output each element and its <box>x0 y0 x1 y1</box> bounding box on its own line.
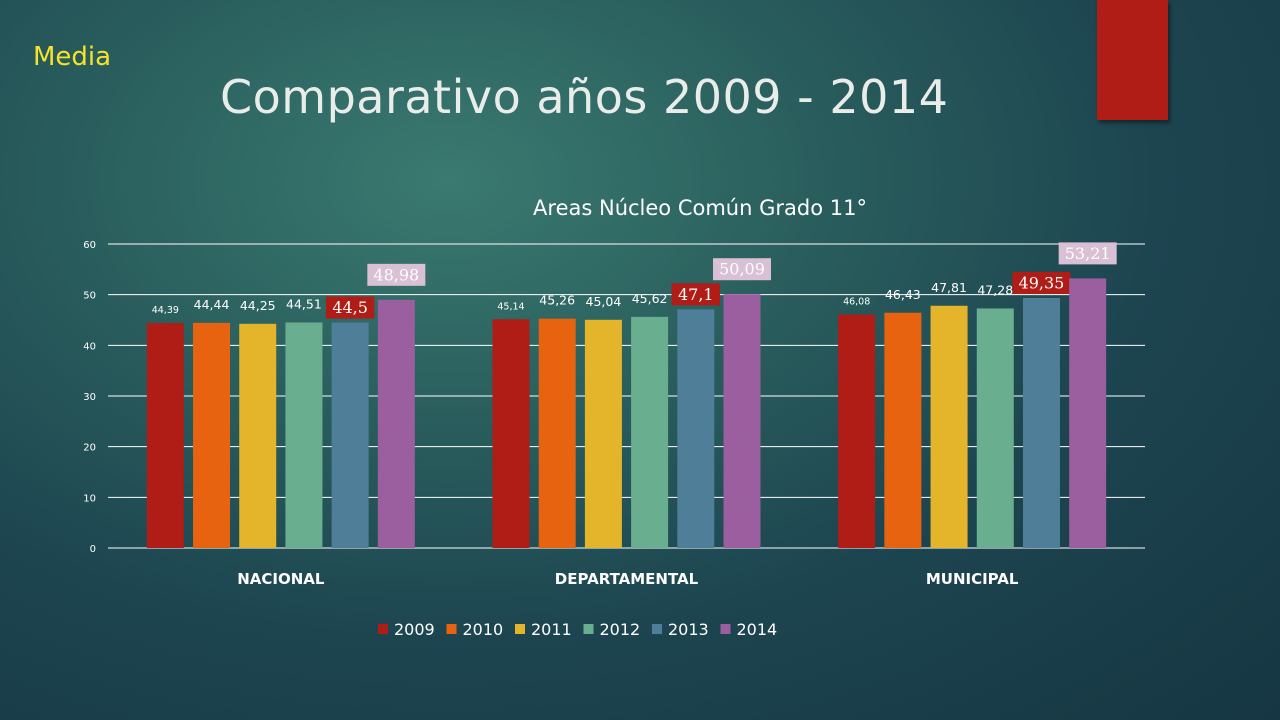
bar-municipal-2009 <box>838 314 876 548</box>
x-category-label: DEPARTAMENTAL <box>555 570 699 588</box>
data-label-box <box>1012 271 1071 294</box>
data-label: 44,25 <box>240 298 276 313</box>
bar-municipal-2014 <box>1069 278 1107 548</box>
data-label: 47,1 <box>678 285 714 304</box>
legend-swatch-2012 <box>583 624 594 634</box>
data-label: 47,28 <box>977 282 1013 297</box>
x-category-label: MUNICIPAL <box>926 570 1019 588</box>
data-label-box <box>367 263 426 286</box>
y-tick-label: 40 <box>83 341 96 352</box>
bar-departamental-2013 <box>677 309 715 548</box>
legend-label: 2010 <box>463 620 504 639</box>
data-label: 45,26 <box>539 293 575 308</box>
y-tick-label: 0 <box>90 544 96 555</box>
bar-nacional-2014 <box>377 299 415 548</box>
bar-departamental-2014 <box>723 294 761 548</box>
data-label: 50,09 <box>719 260 765 279</box>
bar-nacional-2012 <box>285 322 323 548</box>
legend-label: 2012 <box>600 620 641 639</box>
data-label: 45,62 <box>632 291 668 306</box>
legend-swatch-2010 <box>446 624 457 634</box>
legend-swatch-2013 <box>652 624 662 634</box>
data-label: 44,44 <box>194 297 230 312</box>
bar-departamental-2011 <box>584 319 622 548</box>
chart-title: Areas Núcleo Común Grado 11° <box>533 196 867 220</box>
data-label: 45,04 <box>586 294 622 309</box>
bar-departamental-2009 <box>492 319 530 548</box>
legend-label: 2013 <box>668 620 709 639</box>
data-label: 53,21 <box>1065 244 1111 263</box>
legend-label: 2009 <box>394 620 435 639</box>
y-tick-label: 20 <box>83 443 96 454</box>
data-label-box <box>325 296 375 319</box>
bar-departamental-2012 <box>631 316 669 548</box>
corner-accent-block <box>1097 0 1168 120</box>
legend-label: 2011 <box>531 620 572 639</box>
section-label: Media <box>33 42 112 72</box>
data-label: 47,81 <box>931 280 967 295</box>
bar-nacional-2011 <box>239 323 277 548</box>
y-tick-label: 30 <box>83 392 96 403</box>
bar-nacional-2013 <box>331 322 369 548</box>
data-label-box <box>671 283 720 306</box>
data-label: 48,98 <box>373 265 419 284</box>
data-label: 45,14 <box>497 301 524 312</box>
x-category-label: NACIONAL <box>237 570 325 588</box>
data-label: 44,5 <box>332 298 368 317</box>
bar-nacional-2009 <box>146 323 184 548</box>
bar-nacional-2010 <box>193 322 231 548</box>
legend-swatch-2011 <box>515 624 525 634</box>
y-tick-label: 10 <box>83 493 96 504</box>
bar-municipal-2013 <box>1022 297 1060 548</box>
data-label: 44,51 <box>286 296 322 311</box>
legend-swatch-2014 <box>720 624 731 634</box>
y-tick-label: 60 <box>83 240 96 251</box>
legend-swatch-2009 <box>378 624 388 634</box>
y-tick-label: 50 <box>83 291 96 302</box>
bar-municipal-2011 <box>930 305 968 548</box>
data-label-box <box>713 258 771 281</box>
data-label: 46,43 <box>885 287 921 302</box>
data-label: 46,08 <box>843 297 870 308</box>
data-label-box <box>1058 242 1117 265</box>
legend-label: 2014 <box>737 620 778 639</box>
bar-departamental-2010 <box>538 318 576 548</box>
bar-municipal-2010 <box>884 312 922 548</box>
slide-title: Comparativo años 2009 - 2014 <box>220 70 949 124</box>
bar-municipal-2012 <box>976 308 1014 548</box>
data-label: 49,35 <box>1019 273 1065 292</box>
data-label: 44,39 <box>152 305 179 316</box>
